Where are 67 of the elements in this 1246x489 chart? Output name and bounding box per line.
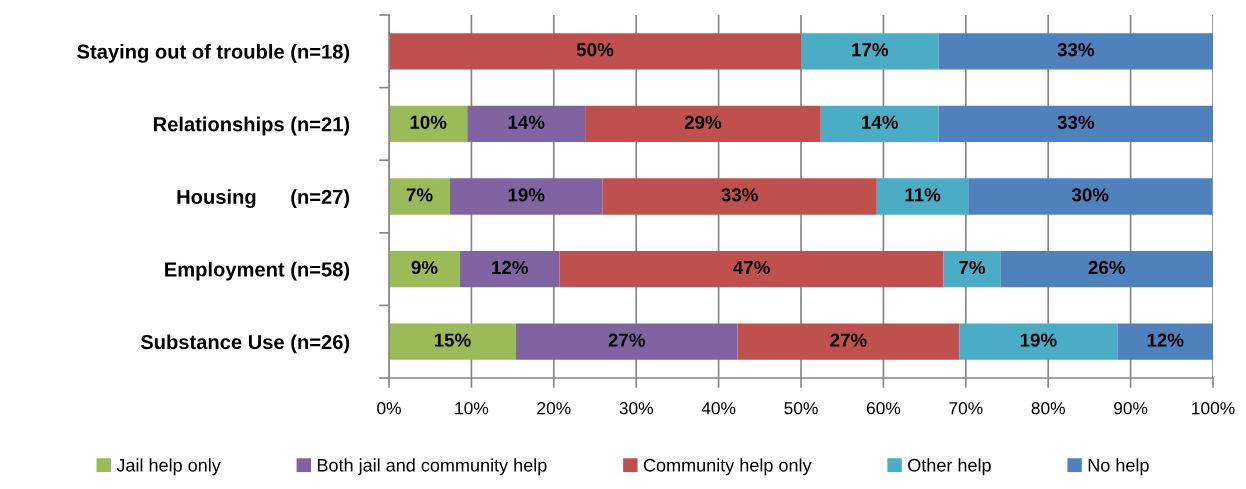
x-tick-label: 80% bbox=[1031, 402, 1065, 415]
x-tick-label: 50% bbox=[784, 402, 818, 415]
data-label: 29% bbox=[684, 115, 722, 129]
bar bbox=[389, 33, 801, 70]
bar bbox=[389, 178, 450, 215]
y-tick-label: Relationships (n=21) bbox=[153, 116, 350, 136]
bar bbox=[467, 105, 586, 143]
data-label: 10% bbox=[410, 115, 447, 129]
x-tick-label: 40% bbox=[701, 402, 736, 415]
y-tick-label: Employment (n=58) bbox=[165, 261, 350, 281]
data-label: 47% bbox=[733, 260, 770, 275]
data-label: 7% bbox=[959, 260, 986, 275]
bar bbox=[737, 323, 960, 360]
legend-label: No help bbox=[1088, 458, 1149, 476]
data-label: 14% bbox=[508, 115, 545, 129]
x-tick-label: 30% bbox=[619, 402, 653, 415]
bar bbox=[1117, 323, 1213, 360]
bar bbox=[1000, 250, 1213, 288]
x-tick-label: 100% bbox=[1192, 402, 1235, 415]
bar bbox=[459, 250, 560, 288]
x-tick-label: 20% bbox=[537, 402, 571, 415]
bar bbox=[943, 250, 1001, 288]
bar bbox=[801, 33, 939, 70]
x-tick-label: 60% bbox=[866, 402, 901, 415]
legend-label: Both jail and community help bbox=[317, 458, 547, 476]
y-tick-label: Substance Use (n=26) bbox=[140, 334, 350, 354]
data-label: 33% bbox=[1057, 43, 1095, 57]
bar bbox=[959, 323, 1118, 360]
y-tick-label: Staying out of trouble (n=18) bbox=[77, 44, 350, 63]
x-tick-label: 10% bbox=[455, 402, 489, 415]
data-label: 27% bbox=[608, 333, 645, 347]
bar bbox=[585, 105, 821, 143]
bar bbox=[938, 105, 1213, 143]
data-label: 33% bbox=[1057, 115, 1095, 129]
data-label: 26% bbox=[1088, 260, 1125, 275]
data-label: 12% bbox=[1147, 333, 1184, 347]
bar bbox=[820, 105, 939, 143]
data-label: 27% bbox=[830, 333, 867, 347]
x-tick-label: 70% bbox=[949, 402, 983, 415]
data-label: 50% bbox=[576, 43, 614, 57]
x-tick-label: 90% bbox=[1114, 402, 1148, 415]
data-label: 7% bbox=[406, 188, 433, 202]
data-label: 30% bbox=[1071, 188, 1109, 202]
bar bbox=[876, 178, 969, 215]
bar bbox=[515, 323, 738, 360]
bar bbox=[389, 250, 460, 288]
data-label: 17% bbox=[852, 43, 889, 57]
y-tick-label: Housing (n=27) bbox=[177, 189, 350, 209]
data-label: 12% bbox=[492, 260, 528, 275]
data-label: 9% bbox=[411, 260, 438, 275]
bar bbox=[449, 178, 603, 215]
data-label: 19% bbox=[508, 188, 545, 202]
data-label: 33% bbox=[721, 188, 758, 202]
bar bbox=[938, 33, 1213, 70]
legend-label: Jail help only bbox=[116, 458, 221, 476]
bar bbox=[968, 178, 1213, 215]
x-tick-label: 0% bbox=[377, 402, 401, 415]
data-label: 11% bbox=[905, 188, 941, 202]
bar bbox=[389, 323, 516, 360]
data-label: 19% bbox=[1020, 333, 1057, 347]
data-label: 15% bbox=[434, 333, 471, 347]
bar bbox=[389, 105, 468, 143]
bar bbox=[602, 178, 877, 215]
bar bbox=[559, 250, 944, 288]
legend-label: Community help only bbox=[643, 458, 812, 476]
data-label: 14% bbox=[862, 115, 898, 129]
legend-label: Other help bbox=[908, 458, 991, 476]
